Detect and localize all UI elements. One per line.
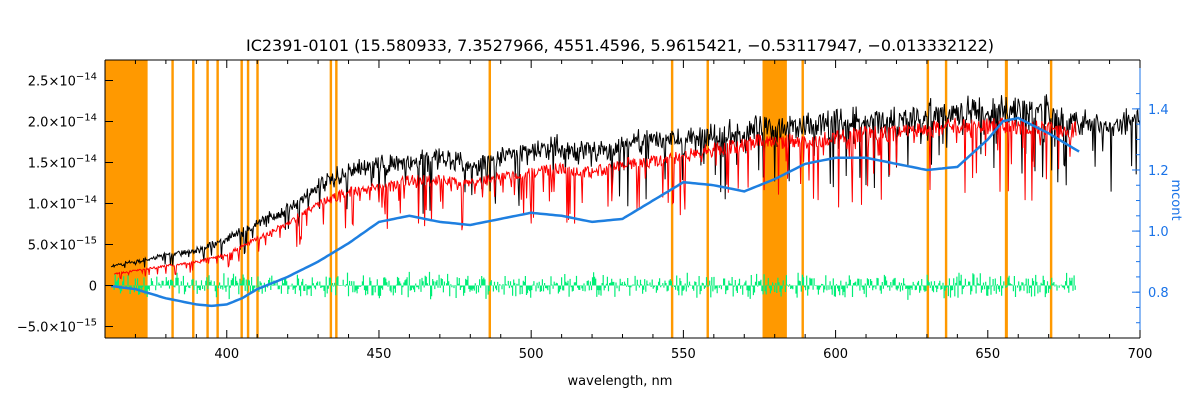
x-axis-label: wavelength, nm xyxy=(568,374,673,389)
x-tick-label: 700 xyxy=(1128,347,1153,362)
masked-region xyxy=(488,60,491,338)
masked-region xyxy=(1004,60,1008,338)
masked-region xyxy=(944,60,948,338)
right-axis-label: mcont xyxy=(1168,179,1183,220)
x-tick-label: 550 xyxy=(671,347,696,362)
masked-region xyxy=(926,60,930,338)
series-observed xyxy=(110,94,1140,269)
axis-ticks: 400 450 500 550 600 650 700 −5.0×10−15 0 5.0×10−1… xyxy=(17,60,1169,362)
y-right-tick-label: 1.4 xyxy=(1148,103,1169,118)
x-tick-label: 600 xyxy=(823,347,848,362)
masked-region xyxy=(105,60,148,338)
masked-region xyxy=(1049,60,1053,338)
series-residuals xyxy=(113,271,1076,300)
masked-region xyxy=(335,60,338,338)
masked-region xyxy=(206,60,209,338)
masked-region xyxy=(670,60,674,338)
x-tick-label: 400 xyxy=(214,347,239,362)
masked-region xyxy=(801,60,804,338)
y-left-tick-label: −5.0×10−15 xyxy=(17,318,97,336)
y-left-tick-label: 1.0×10−14 xyxy=(28,195,97,213)
y-right-tick-label: 1.0 xyxy=(1148,225,1169,240)
series-group xyxy=(110,94,1140,308)
masked-region xyxy=(256,60,259,338)
series-mcont xyxy=(110,116,1080,308)
y-left-tick-label: 5.0×10−15 xyxy=(28,236,97,254)
masked-region xyxy=(192,60,195,338)
y-left-tick-label: 2.5×10−14 xyxy=(28,72,97,90)
chart-title: IC2391-0101 (15.580933, 7.3527966, 4551.… xyxy=(246,36,994,55)
y-right-tick-label: 0.8 xyxy=(1148,286,1169,301)
masked-region xyxy=(240,60,243,338)
y-left-tick-label: 1.5×10−14 xyxy=(28,154,97,172)
masked-region xyxy=(171,60,174,338)
axes-frame xyxy=(104,59,1141,339)
y-left-tick-label: 0 xyxy=(89,280,97,295)
x-tick-label: 450 xyxy=(367,347,392,362)
y-left-tick-label: 2.0×10−14 xyxy=(28,113,97,131)
x-tick-label: 650 xyxy=(975,347,1000,362)
y-right-tick-label: 1.2 xyxy=(1148,164,1169,179)
series-model xyxy=(113,117,1077,280)
x-tick-label: 500 xyxy=(519,347,544,362)
masked-region xyxy=(216,60,219,338)
masked-region xyxy=(706,60,709,338)
masked-region xyxy=(762,60,787,338)
masked-region xyxy=(246,60,250,338)
